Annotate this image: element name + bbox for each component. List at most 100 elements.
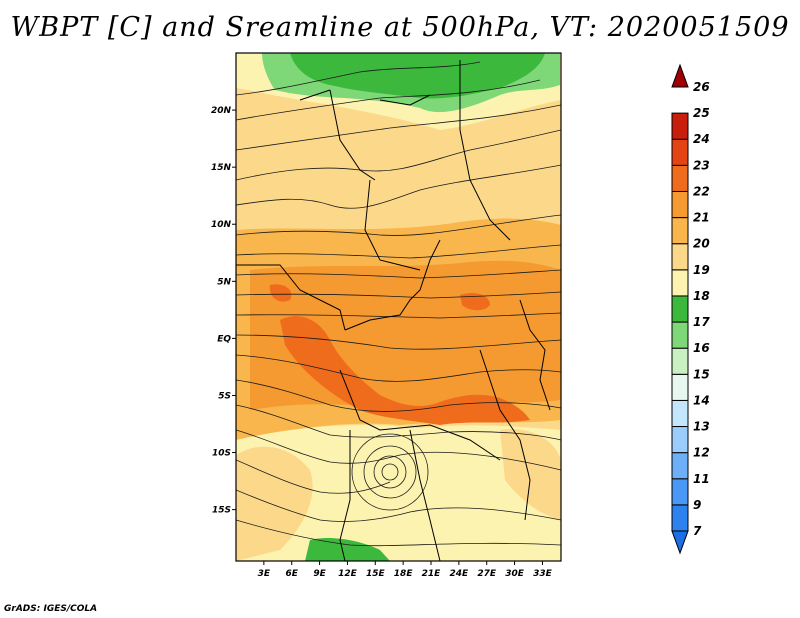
map-title: WBPT [C] and Sreamline at 500hPa, VT: 20… xyxy=(10,12,790,43)
lat-tick-label: EQ xyxy=(217,334,231,344)
lon-tick-label: 12E xyxy=(338,569,358,579)
streamline xyxy=(236,214,561,236)
colorbar-swatch xyxy=(671,295,689,323)
south-green-patch xyxy=(305,538,390,561)
lat-tick-label: 10N xyxy=(211,220,232,230)
streamline xyxy=(236,244,561,259)
lon-tick-label: 24E xyxy=(450,569,470,579)
lon-tick-label: 9E xyxy=(313,569,326,579)
streamline xyxy=(236,489,561,522)
streamline xyxy=(236,519,561,547)
streamlines xyxy=(236,61,561,547)
southwest-warm-zone xyxy=(236,446,313,561)
colorbar-label: 24 xyxy=(693,132,710,146)
border-line xyxy=(339,430,351,561)
lat-tick-label: 15S xyxy=(212,506,231,516)
colorbar-label: 18 xyxy=(693,289,710,303)
colorbar-swatch xyxy=(671,426,689,454)
colorbar-swatch xyxy=(671,347,689,375)
colorbar-label: 7 xyxy=(693,524,702,538)
colorbar-swatch xyxy=(671,452,689,480)
colorbar-swatch xyxy=(671,269,689,297)
streamline xyxy=(236,312,561,319)
hot-patch-west xyxy=(269,284,292,302)
streamline xyxy=(236,79,541,121)
streamline xyxy=(236,354,561,382)
border-line xyxy=(459,60,511,241)
colorbar-label: 12 xyxy=(693,446,710,460)
colorbar-swatch xyxy=(671,138,689,166)
colorbar-label: 11 xyxy=(693,472,710,486)
lon-tick-label: 30E xyxy=(505,569,525,579)
colorbar-swatch xyxy=(671,112,689,140)
colorbar-swatch xyxy=(671,504,689,532)
lon-axis: 3E 6E 9E 12E 15E 18E 21E 24E 27E 30E 33E xyxy=(258,561,553,579)
colorbar-label: 9 xyxy=(693,498,701,512)
southeast-warm-zone xyxy=(500,429,561,520)
lat-tick-label: 10S xyxy=(212,449,231,459)
lon-tick-label: 3E xyxy=(258,569,271,579)
colorbar-swatch xyxy=(671,321,689,349)
streamline xyxy=(236,104,561,151)
colorbar-label: 19 xyxy=(693,263,710,277)
colorbar-swatch xyxy=(671,373,689,401)
streamline xyxy=(236,164,561,209)
colorbar-label: 25 xyxy=(693,106,710,120)
lat-tick-label: 20N xyxy=(211,106,232,116)
border-line xyxy=(409,429,441,561)
lon-tick-label: 18E xyxy=(394,569,414,579)
colorbar-label: 20 xyxy=(693,237,710,251)
colorbar-label: 15 xyxy=(693,367,710,381)
lat-tick-label: 5S xyxy=(218,391,231,401)
border-line xyxy=(364,179,421,271)
colorbar-label: 16 xyxy=(693,341,710,355)
lat-tick-label: 5N xyxy=(217,277,231,287)
border-line xyxy=(236,264,346,331)
streamline xyxy=(236,291,561,299)
colorbar-swatch xyxy=(671,243,689,271)
lon-tick-label: 21E xyxy=(422,569,442,579)
colorbar-swatch xyxy=(671,217,689,245)
border-line xyxy=(299,89,431,106)
streamline xyxy=(236,459,391,494)
south-pale-zone xyxy=(236,425,561,561)
country-borders xyxy=(236,60,551,561)
colorbar: 7 9 11 12 13 14 15 16 17 18 19 20 21 22 23 24 25 26 xyxy=(671,63,710,555)
colorbar-swatch xyxy=(671,478,689,506)
colorbar-label: 13 xyxy=(693,420,710,434)
footer-credit: GrADS: IGES/COLA xyxy=(4,604,98,614)
lon-tick-label: 27E xyxy=(477,569,497,579)
streamline xyxy=(236,61,481,96)
lon-tick-label: 15E xyxy=(366,569,386,579)
map-frame xyxy=(235,52,562,562)
vortex-ring xyxy=(363,445,417,499)
wbpt-field xyxy=(236,53,561,561)
border-line xyxy=(519,299,551,411)
vortex-ring xyxy=(373,455,407,489)
hot-patch-east xyxy=(460,293,490,311)
lat-axis: 20N 15N 10N 5N EQ 5S 10S 15S xyxy=(211,106,236,516)
streamline xyxy=(236,379,561,412)
streamline xyxy=(236,269,561,279)
lon-tick-label: 6E xyxy=(286,569,299,579)
colorbar-max-arrow xyxy=(671,63,689,88)
border-line xyxy=(329,89,376,181)
colorbar-swatch xyxy=(671,190,689,219)
streamline xyxy=(236,404,561,441)
vortex-ring xyxy=(381,463,399,481)
colorbar-label: 17 xyxy=(693,315,710,329)
colorbar-label: 23 xyxy=(693,158,710,172)
vortex-ring xyxy=(351,433,429,511)
colorbar-swatch xyxy=(671,164,689,192)
colorbar-min-arrow xyxy=(671,530,689,555)
hot-core xyxy=(280,316,530,425)
streamline xyxy=(236,334,561,350)
north-dark-green-zone xyxy=(290,53,545,99)
colorbar-swatch xyxy=(671,399,689,428)
colorbar-label: 26 xyxy=(693,80,710,94)
border-line xyxy=(339,369,501,461)
border-line xyxy=(479,349,531,521)
colorbar-label: 21 xyxy=(693,211,710,225)
lon-tick-label: 33E xyxy=(533,569,553,579)
